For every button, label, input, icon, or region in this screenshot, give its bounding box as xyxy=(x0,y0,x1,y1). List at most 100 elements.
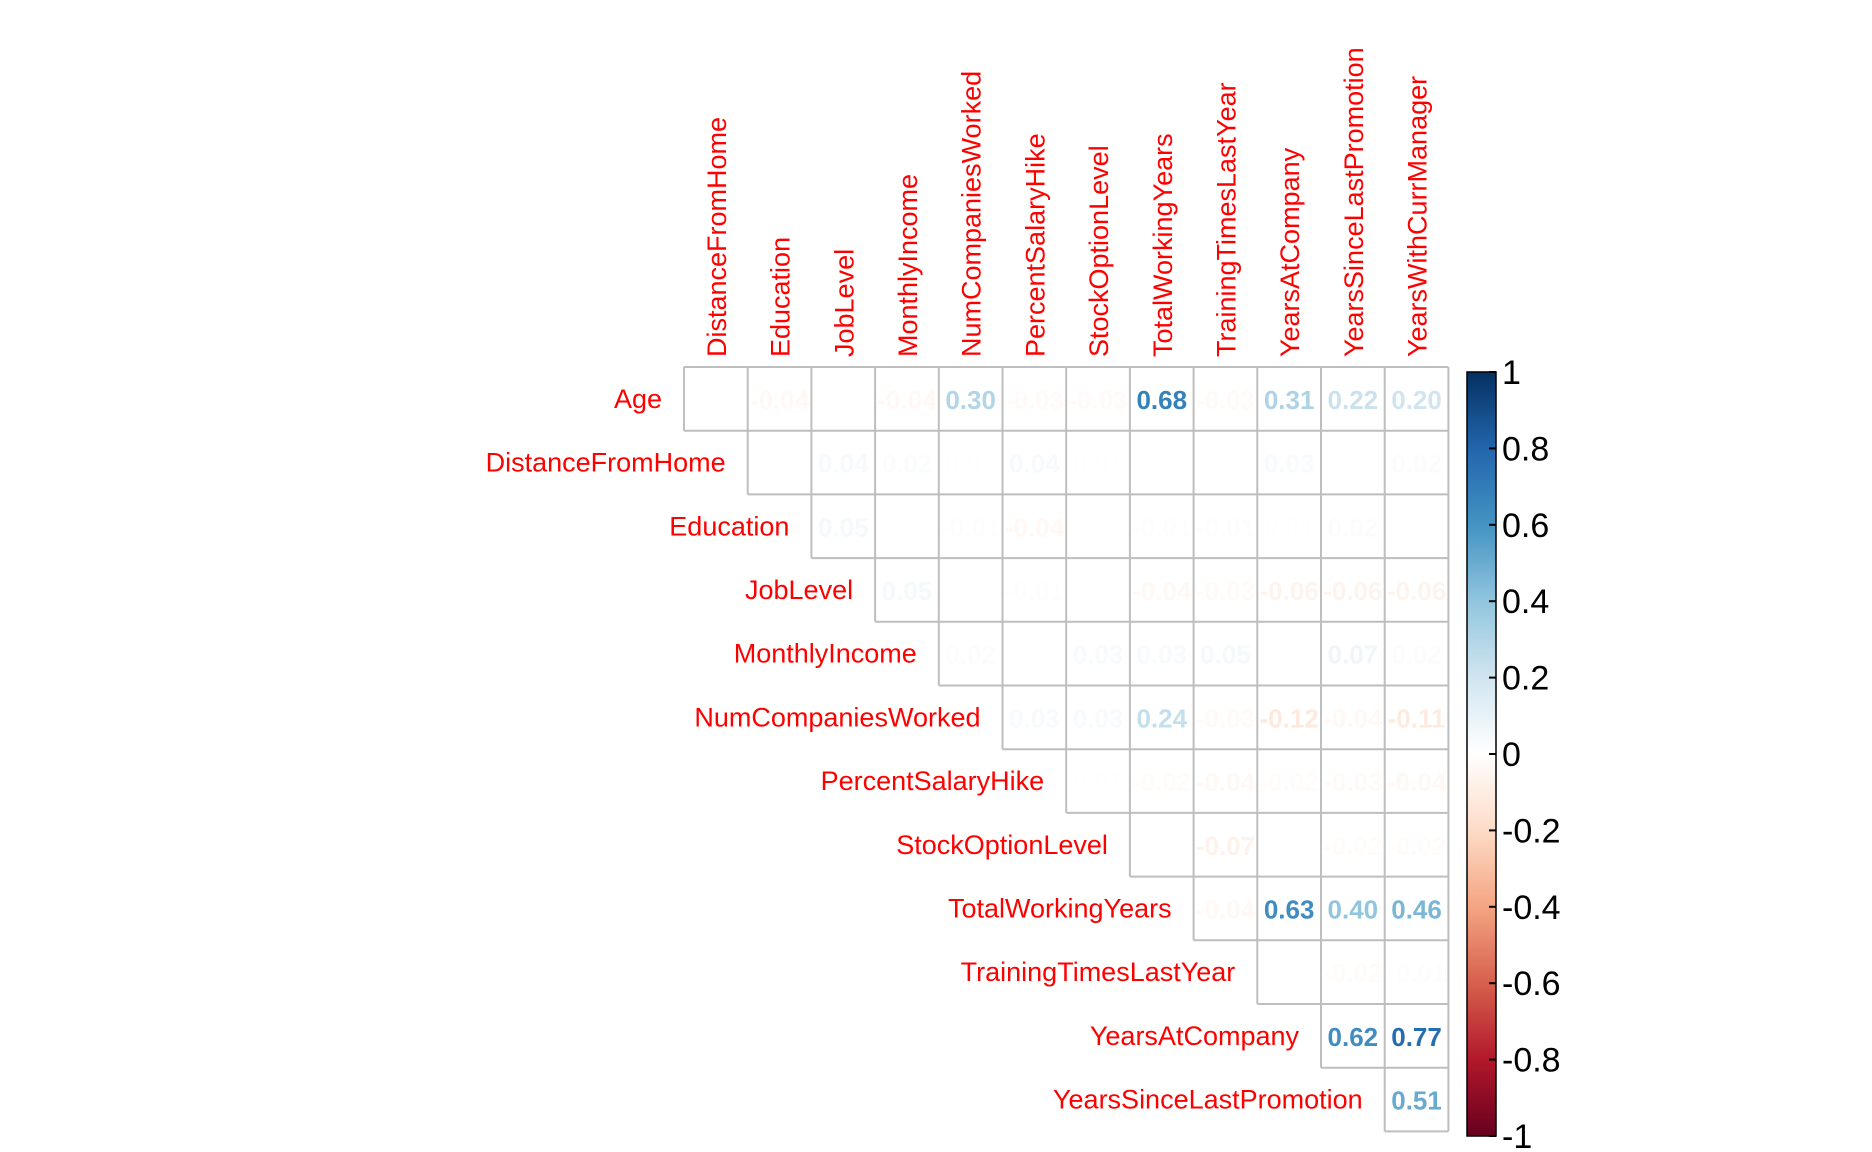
colorbar-tick-label: -1 xyxy=(1502,1118,1532,1152)
cell-value-PercentSalaryHike-TotalWorkingYears: -0.02 xyxy=(1132,767,1191,797)
cell-value-YearsAtCompany-YearsSinceLastPromotion: 0.62 xyxy=(1328,1022,1379,1052)
cell-value-MonthlyIncome-TotalWorkingYears: 0.03 xyxy=(1136,640,1187,670)
cell-value-TotalWorkingYears-YearsWithCurrManager: 0.46 xyxy=(1391,894,1442,924)
cell-value-TrainingTimesLastYear-YearsAtCompany: 0.00 xyxy=(1264,958,1315,988)
cell-value-PercentSalaryHike-TrainingTimesLastYear: -0.04 xyxy=(1196,767,1256,797)
colorbar-tick-label: 1 xyxy=(1502,354,1521,392)
cell-value-Education-StockOptionLevel: 0.00 xyxy=(1073,512,1124,542)
cell-value-MonthlyIncome-YearsWithCurrManager: 0.02 xyxy=(1391,640,1442,670)
cell-value-DistanceFromHome-MonthlyIncome: 0.02 xyxy=(882,449,933,479)
row-label-JobLevel: JobLevel xyxy=(745,575,853,605)
cell-value-StockOptionLevel-TotalWorkingYears: 0.00 xyxy=(1136,831,1187,861)
cell-value-Education-MonthlyIncome: 0.00 xyxy=(882,512,933,542)
cell-value-DistanceFromHome-Education: 0.00 xyxy=(754,449,805,479)
colorbar-tick-label: 0 xyxy=(1502,736,1521,774)
cell-value-Age-YearsSinceLastPromotion: 0.22 xyxy=(1328,385,1379,415)
column-label-MonthlyIncome: MonthlyIncome xyxy=(893,174,923,357)
cell-value-NumCompaniesWorked-PercentSalaryHike: 0.03 xyxy=(1009,703,1060,733)
row-label-PercentSalaryHike: PercentSalaryHike xyxy=(821,766,1045,796)
cell-value-JobLevel-PercentSalaryHike: -0.01 xyxy=(1005,576,1064,606)
cell-value-DistanceFromHome-TotalWorkingYears: 0.00 xyxy=(1136,449,1187,479)
cell-value-JobLevel-MonthlyIncome: 0.05 xyxy=(882,576,933,606)
cell-value-DistanceFromHome-StockOptionLevel: 0.01 xyxy=(1073,449,1124,479)
column-label-PercentSalaryHike: PercentSalaryHike xyxy=(1020,133,1050,357)
cell-value-NumCompaniesWorked-TrainingTimesLastYear: -0.03 xyxy=(1196,703,1255,733)
cell-value-MonthlyIncome-NumCompaniesWorked: 0.02 xyxy=(945,640,996,670)
cell-value-Age-TrainingTimesLastYear: -0.03 xyxy=(1196,385,1255,415)
column-label-YearsWithCurrManager: YearsWithCurrManager xyxy=(1403,76,1433,357)
cell-value-MonthlyIncome-YearsAtCompany: 0.00 xyxy=(1264,640,1315,670)
column-label-YearsSinceLastPromotion: YearsSinceLastPromotion xyxy=(1339,47,1369,357)
cell-value-Age-PercentSalaryHike: -0.03 xyxy=(1005,385,1064,415)
cell-value-NumCompaniesWorked-YearsAtCompany: -0.12 xyxy=(1260,703,1319,733)
cell-value-JobLevel-NumCompaniesWorked: 0.00 xyxy=(945,576,996,606)
cell-value-Age-JobLevel: 0.00 xyxy=(818,385,869,415)
colorbar-tick-label: 0.4 xyxy=(1502,583,1549,621)
column-label-TotalWorkingYears: TotalWorkingYears xyxy=(1148,133,1178,357)
cell-value-Age-Education: -0.04 xyxy=(750,385,810,415)
cell-value-DistanceFromHome-YearsWithCurrManager: 0.02 xyxy=(1391,449,1442,479)
cell-value-MonthlyIncome-StockOptionLevel: 0.03 xyxy=(1073,640,1124,670)
cell-value-JobLevel-TotalWorkingYears: -0.04 xyxy=(1132,576,1192,606)
cell-value-Education-JobLevel: 0.05 xyxy=(818,512,869,542)
cell-value-MonthlyIncome-TrainingTimesLastYear: 0.05 xyxy=(1200,640,1251,670)
cell-value-JobLevel-TrainingTimesLastYear: -0.03 xyxy=(1196,576,1255,606)
cell-value-TotalWorkingYears-YearsSinceLastPromotion: 0.40 xyxy=(1328,894,1379,924)
cell-value-YearsAtCompany-YearsWithCurrManager: 0.77 xyxy=(1391,1022,1442,1052)
cell-value-Age-DistanceFromHome: 0.00 xyxy=(691,385,742,415)
cell-value-PercentSalaryHike-YearsSinceLastPromotion: -0.03 xyxy=(1323,767,1382,797)
cell-value-NumCompaniesWorked-YearsSinceLastPromotion: -0.04 xyxy=(1323,703,1383,733)
row-label-StockOptionLevel: StockOptionLevel xyxy=(896,830,1108,860)
cell-value-StockOptionLevel-TrainingTimesLastYear: -0.07 xyxy=(1196,831,1255,861)
cell-value-Age-StockOptionLevel: -0.03 xyxy=(1068,385,1127,415)
row-label-MonthlyIncome: MonthlyIncome xyxy=(734,639,917,669)
row-label-Education: Education xyxy=(669,511,789,541)
cell-value-Education-YearsAtCompany: 0.01 xyxy=(1264,512,1315,542)
row-label-TrainingTimesLastYear: TrainingTimesLastYear xyxy=(961,957,1236,987)
cell-value-Education-YearsSinceLastPromotion: 0.02 xyxy=(1328,512,1379,542)
cell-value-StockOptionLevel-YearsAtCompany: 0.00 xyxy=(1264,831,1315,861)
row-label-Age: Age xyxy=(614,384,662,414)
cell-value-NumCompaniesWorked-YearsWithCurrManager: -0.11 xyxy=(1388,703,1446,733)
column-label-TrainingTimesLastYear: TrainingTimesLastYear xyxy=(1211,82,1241,357)
column-label-StockOptionLevel: StockOptionLevel xyxy=(1084,145,1114,357)
colorbar-tick-label: 0.2 xyxy=(1502,660,1549,698)
cell-value-DistanceFromHome-YearsAtCompany: 0.03 xyxy=(1264,449,1315,479)
cell-value-PercentSalaryHike-YearsWithCurrManager: -0.04 xyxy=(1387,767,1447,797)
cell-value-DistanceFromHome-YearsSinceLastPromotion: 0.00 xyxy=(1328,449,1379,479)
colorbar-tick-label: -0.2 xyxy=(1502,812,1561,850)
cell-value-StockOptionLevel-YearsSinceLastPromotion: -0.02 xyxy=(1323,831,1382,861)
cell-value-Education-TotalWorkingYears: -0.01 xyxy=(1132,512,1191,542)
colorbar: 1 0.8 0.6 0.4 0.2 0 -0.2 -0.4 -0.6 -0.8 -1 xyxy=(1466,354,1561,1152)
cell-value-Education-YearsWithCurrManager: 0.00 xyxy=(1391,512,1442,542)
cell-value-NumCompaniesWorked-StockOptionLevel: 0.03 xyxy=(1073,703,1124,733)
cell-value-TotalWorkingYears-YearsAtCompany: 0.63 xyxy=(1264,894,1315,924)
column-label-JobLevel: JobLevel xyxy=(829,249,859,357)
cell-value-JobLevel-StockOptionLevel: 0.00 xyxy=(1073,576,1124,606)
cell-value-PercentSalaryHike-YearsAtCompany: -0.02 xyxy=(1260,767,1319,797)
cell-value-TrainingTimesLastYear-YearsSinceLastPromotion: -0.02 xyxy=(1323,958,1382,988)
row-label-YearsSinceLastPromotion: YearsSinceLastPromotion xyxy=(1053,1085,1363,1115)
row-label-NumCompaniesWorked: NumCompaniesWorked xyxy=(694,702,980,732)
row-label-DistanceFromHome: DistanceFromHome xyxy=(486,448,726,478)
cell-value-DistanceFromHome-TrainingTimesLastYear: 0.00 xyxy=(1200,449,1251,479)
cell-value-Education-PercentSalaryHike: -0.04 xyxy=(1005,512,1065,542)
cell-value-Education-NumCompaniesWorked: -0.01 xyxy=(941,512,1000,542)
matrix-cells: 0.00 -0.04 0.00 -0.04 0.30 -0.03 -0.03 0.68 -0.0… xyxy=(683,366,1450,1133)
cell-value-Education-TrainingTimesLastYear: -0.01 xyxy=(1196,512,1255,542)
cell-value-Age-TotalWorkingYears: 0.68 xyxy=(1136,385,1187,415)
cell-value-TrainingTimesLastYear-YearsWithCurrManager: -0.01 xyxy=(1387,958,1446,988)
column-label-YearsAtCompany: YearsAtCompany xyxy=(1275,147,1305,357)
cell-value-StockOptionLevel-YearsWithCurrManager: -0.02 xyxy=(1387,831,1446,861)
column-label-NumCompaniesWorked: NumCompaniesWorked xyxy=(957,71,987,357)
colorbar-tick-label: 0.6 xyxy=(1502,507,1549,545)
cell-value-YearsSinceLastPromotion-YearsWithCurrManager: 0.51 xyxy=(1391,1086,1442,1116)
cell-value-TotalWorkingYears-TrainingTimesLastYear: -0.04 xyxy=(1196,894,1256,924)
cell-value-Age-MonthlyIncome: -0.04 xyxy=(877,385,937,415)
cell-value-MonthlyIncome-YearsSinceLastPromotion: 0.07 xyxy=(1328,640,1379,670)
cell-value-MonthlyIncome-PercentSalaryHike: 0.00 xyxy=(1009,640,1060,670)
colorbar-tick-label: -0.4 xyxy=(1502,889,1561,927)
cell-value-Age-NumCompaniesWorked: 0.30 xyxy=(945,385,996,415)
cell-value-JobLevel-YearsWithCurrManager: -0.06 xyxy=(1387,576,1446,606)
